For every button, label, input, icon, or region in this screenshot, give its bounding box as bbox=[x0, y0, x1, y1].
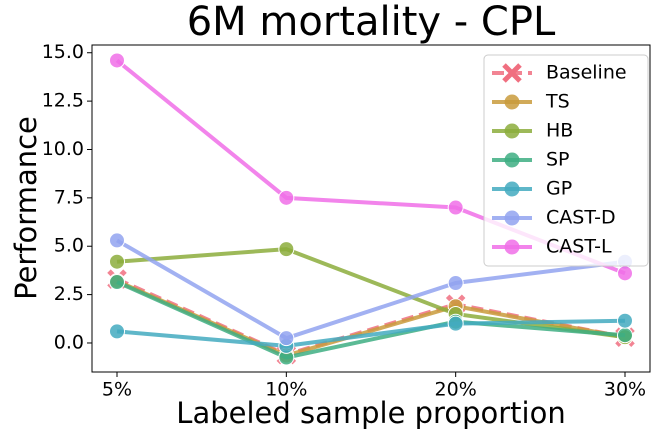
y-tick-label: 5.0 bbox=[54, 235, 84, 257]
series-line bbox=[116, 247, 626, 340]
y-tick-label: 7.5 bbox=[54, 186, 84, 208]
y-tick-label: 0.0 bbox=[54, 331, 84, 353]
data-point bbox=[109, 52, 125, 69]
data-point bbox=[278, 241, 295, 258]
y-axis-label: Performance bbox=[9, 116, 43, 300]
legend-label: CAST-L bbox=[546, 236, 612, 258]
legend-box bbox=[483, 54, 649, 267]
legend-marker bbox=[504, 181, 520, 197]
legend-label: GP bbox=[546, 178, 572, 200]
legend-marker bbox=[504, 123, 520, 139]
legend-marker bbox=[504, 152, 520, 168]
legend-label: CAST-D bbox=[546, 207, 616, 229]
data-point bbox=[109, 253, 125, 270]
data-point bbox=[447, 199, 464, 216]
data-point bbox=[447, 274, 464, 291]
y-tick-label: 10.0 bbox=[42, 138, 84, 160]
chart-title: 6M mortality - CPL bbox=[187, 0, 556, 45]
data-point bbox=[278, 189, 295, 206]
series-line bbox=[116, 279, 626, 358]
legend-marker bbox=[504, 210, 520, 226]
y-tick-label: 15.0 bbox=[42, 41, 84, 63]
data-point bbox=[617, 312, 633, 329]
data-point bbox=[617, 327, 633, 344]
y-tick-label: 2.5 bbox=[54, 283, 84, 305]
plot-frame bbox=[91, 44, 651, 373]
x-axis-label: Labeled sample proportion bbox=[176, 396, 565, 430]
legend-label: TS bbox=[545, 91, 570, 113]
x-tick-label: 10% bbox=[265, 379, 307, 401]
legend-marker bbox=[504, 94, 520, 110]
data-point bbox=[109, 274, 125, 291]
series-line bbox=[116, 238, 626, 341]
series-line bbox=[116, 318, 626, 348]
x-tick-label: 30% bbox=[604, 379, 646, 401]
x-tick-label: 5% bbox=[102, 379, 132, 401]
x-tick-label: 20% bbox=[435, 379, 477, 401]
legend-label: Baseline bbox=[546, 62, 627, 84]
data-point bbox=[109, 232, 125, 249]
legend-label: HB bbox=[546, 120, 573, 142]
data-point bbox=[447, 315, 464, 332]
y-tick-label: 12.5 bbox=[42, 90, 84, 112]
data-point bbox=[617, 265, 633, 282]
data-point bbox=[109, 323, 125, 340]
legend-marker bbox=[504, 239, 520, 255]
legend-label: SP bbox=[546, 149, 570, 171]
legend-marker bbox=[502, 63, 522, 83]
data-point bbox=[278, 330, 295, 347]
series-line bbox=[116, 280, 626, 360]
